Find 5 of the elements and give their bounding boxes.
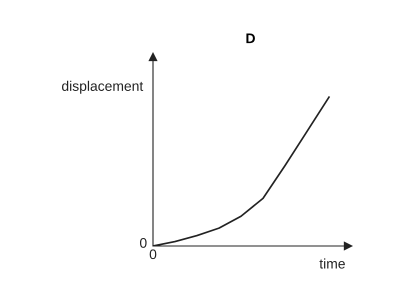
text: 0 [140, 238, 147, 248]
y-axis-title: displacement [62, 80, 144, 94]
chart-title: D [246, 34, 255, 44]
x-axis-title: time [319, 258, 345, 269]
text: 0 [150, 249, 156, 260]
